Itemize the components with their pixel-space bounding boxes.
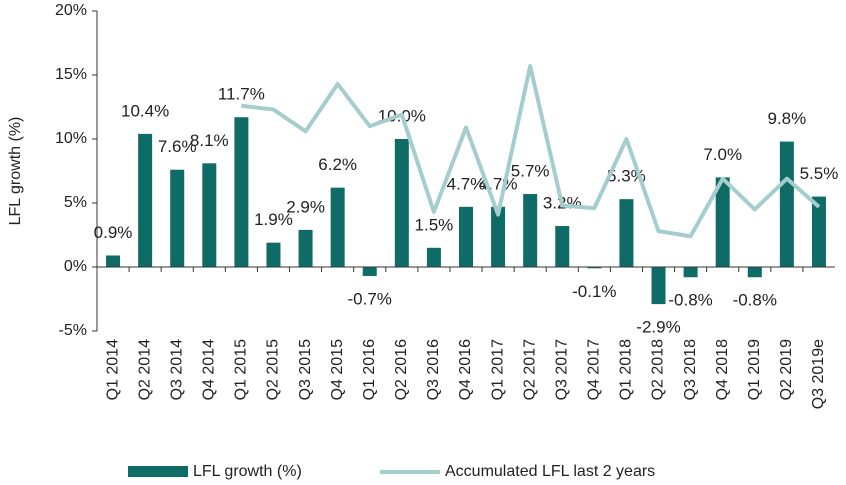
x-tick-label: Q4 2016 — [457, 339, 474, 400]
x-tick-label: Q3 2019e — [810, 339, 827, 409]
value-label: 2.9% — [286, 197, 325, 216]
y-tick-label: 10% — [55, 130, 87, 147]
x-tick-label: Q3 2017 — [553, 339, 570, 400]
value-label: 8.1% — [190, 131, 229, 150]
x-tick-label: Q2 2018 — [650, 339, 667, 400]
value-label: -0.1% — [572, 282, 616, 301]
bar — [234, 117, 249, 268]
x-tick-label: Q4 2017 — [586, 339, 603, 400]
bar — [491, 206, 506, 267]
bar — [138, 133, 153, 267]
value-label: 5.7% — [511, 162, 550, 181]
value-label: -0.8% — [668, 291, 712, 310]
bar — [459, 206, 473, 267]
y-tick-label: -5% — [59, 322, 87, 339]
x-tick-label: Q3 2016 — [425, 339, 442, 400]
y-tick-label: 5% — [64, 194, 87, 211]
value-label: 10.4% — [121, 101, 169, 120]
x-tick-label: Q2 2014 — [136, 339, 153, 400]
value-label: 0.9% — [94, 223, 133, 242]
x-tick-label: Q1 2017 — [489, 339, 506, 400]
y-axis-title: LFL growth (%) — [7, 117, 24, 226]
x-tick-label: Q3 2014 — [168, 339, 185, 400]
bar — [651, 267, 666, 305]
x-tick-label: Q1 2019 — [746, 339, 763, 400]
x-tick-label: Q1 2014 — [104, 339, 121, 400]
value-label: -0.7% — [348, 289, 392, 308]
legend-label: LFL growth (%) — [193, 463, 302, 480]
bar — [266, 242, 281, 267]
value-label: 1.9% — [254, 210, 293, 229]
value-label: 4.7% — [447, 174, 486, 193]
bar — [362, 267, 377, 276]
x-tick-label: Q3 2015 — [297, 339, 314, 400]
x-tick-label: Q1 2016 — [361, 339, 378, 400]
x-tick-label: Q2 2015 — [265, 339, 282, 400]
y-tick-label: 20% — [55, 2, 87, 19]
x-tick-label: Q2 2017 — [521, 339, 538, 400]
bar — [587, 267, 602, 269]
value-label: 7.0% — [703, 145, 742, 164]
y-tick-label: 0% — [64, 258, 87, 275]
x-tick-label: Q2 2019 — [778, 339, 795, 400]
bar — [170, 169, 185, 267]
value-label: 5.5% — [800, 164, 839, 183]
value-label: 9.8% — [767, 109, 806, 128]
x-tick-label: Q1 2015 — [233, 339, 250, 400]
bar — [523, 194, 538, 267]
bar — [683, 267, 698, 278]
line — [241, 64, 821, 239]
x-tick-label: Q2 2016 — [393, 339, 410, 400]
x-tick-label: Q4 2015 — [329, 339, 346, 400]
value-label: 1.5% — [415, 215, 454, 234]
value-label: -2.9% — [636, 318, 680, 337]
bar — [747, 267, 762, 278]
bar — [619, 199, 634, 267]
x-tick-label: Q4 2014 — [201, 339, 218, 400]
value-label: -0.8% — [733, 291, 777, 310]
x-tick-label: Q3 2018 — [682, 339, 699, 400]
value-label: 7.6% — [158, 137, 197, 156]
legend-swatch — [128, 466, 188, 477]
bar — [330, 187, 345, 267]
y-tick-label: 15% — [55, 66, 87, 83]
bar — [779, 141, 794, 267]
bar — [394, 139, 409, 267]
bar — [202, 163, 217, 267]
x-tick-label: Q4 2018 — [714, 339, 731, 400]
bar — [715, 177, 730, 267]
bar — [555, 226, 570, 267]
bar — [298, 229, 313, 267]
bar — [811, 196, 826, 267]
value-label: 11.7% — [218, 85, 265, 104]
bar — [426, 247, 441, 267]
value-label: 6.2% — [318, 155, 357, 174]
bar — [106, 255, 121, 267]
x-tick-label: Q1 2018 — [618, 339, 635, 400]
legend-label: Accumulated LFL last 2 years — [445, 463, 655, 480]
